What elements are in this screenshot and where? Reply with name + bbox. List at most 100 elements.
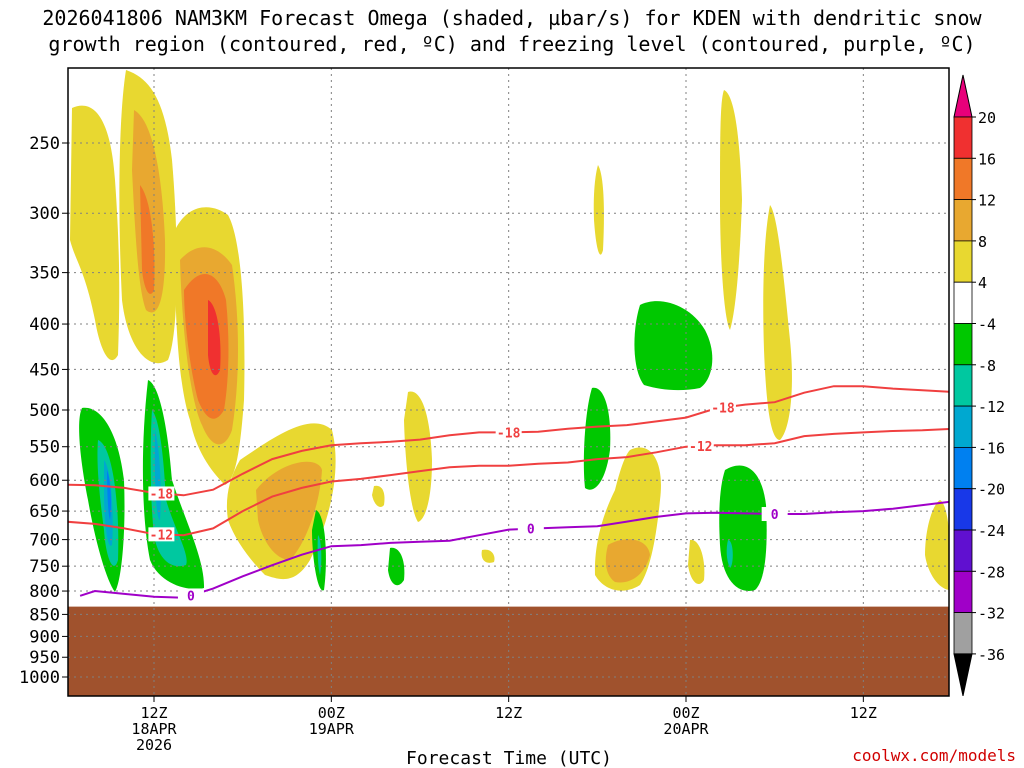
x-tick-label: 19APR <box>309 720 355 738</box>
colorbar-over-triangle <box>953 74 973 118</box>
colorbar-label: 4 <box>978 274 987 292</box>
contour-label-bg <box>148 527 175 542</box>
y-axis: 2503003504004505005506006507007508008509… <box>19 134 68 688</box>
omega-red-region <box>208 300 221 376</box>
y-tick-label: 950 <box>29 648 60 668</box>
x-tick-label: 18APR <box>131 720 177 738</box>
y-tick-label: 500 <box>29 401 60 421</box>
x-axis-label: Forecast Time (UTC) <box>406 748 612 768</box>
omega-teal-region <box>150 410 187 567</box>
colorbar-label: -28 <box>978 563 1005 581</box>
colorbar-under-triangle <box>953 653 973 697</box>
contour-label: 0 <box>527 523 535 538</box>
x-tick-label: 12Z <box>495 704 522 722</box>
colorbar-label: 20 <box>978 109 996 127</box>
contour-line--12C <box>68 427 949 537</box>
y-tick-label: 600 <box>29 471 60 491</box>
y-tick-label: 750 <box>29 557 60 577</box>
y-tick-label: 900 <box>29 627 60 647</box>
contour-label: -18 <box>150 487 174 502</box>
omega-orange-region <box>140 185 155 294</box>
omega-yellow-region <box>404 391 432 522</box>
y-tick-label: 850 <box>29 605 60 625</box>
contour-label: -12 <box>689 440 712 455</box>
omega-green-region <box>388 547 405 586</box>
y-tick-label: 1000 <box>19 668 60 688</box>
colorbar-band <box>953 570 973 613</box>
colorbar-label: -4 <box>978 316 996 334</box>
colorbar-label: -32 <box>978 605 1005 623</box>
contour-line-0C <box>79 500 949 599</box>
contour-label-bg <box>517 521 544 536</box>
colorbar-band <box>953 612 973 655</box>
colorbar-band <box>953 116 973 159</box>
x-tick-label: 00Z <box>672 704 699 722</box>
omega-yellow-region <box>688 539 705 585</box>
y-tick-label: 450 <box>29 360 60 380</box>
contour-label: -18 <box>497 426 521 441</box>
colorbar-band <box>953 488 973 531</box>
omega-yellow-region <box>481 549 495 563</box>
colorbar-label: 16 <box>978 150 996 168</box>
colorbar-label: -16 <box>978 439 1005 457</box>
omega-yellow-region <box>763 205 792 440</box>
contour-label: -18 <box>711 401 735 416</box>
colorbar-label: -24 <box>978 522 1005 540</box>
omega-orange-region <box>184 273 229 419</box>
y-tick-label: 300 <box>29 204 60 224</box>
chart-title-line-1: 2026041806 NAM3KM Forecast Omega (shaded… <box>42 6 982 30</box>
omega-green-region <box>634 301 713 391</box>
x-tick-label: 12Z <box>140 704 167 722</box>
colorbar-band <box>953 405 973 448</box>
contour-labels: -18 -18 -18 -12 -12 0 0 0 <box>148 400 788 604</box>
omega-shading <box>70 70 949 592</box>
colorbar-band <box>953 199 973 242</box>
contour-label: 0 <box>187 589 195 604</box>
colorbar-band <box>953 240 973 283</box>
grid <box>68 68 949 696</box>
omega-yellow-region <box>925 500 949 590</box>
colorbar-label: 8 <box>978 233 987 251</box>
contour-label-bg <box>495 425 522 440</box>
contour-label-bg <box>148 486 175 501</box>
colorbar-label: 12 <box>978 192 996 210</box>
contour-label-bg <box>177 588 204 603</box>
colorbar-label: -36 <box>978 646 1005 664</box>
omega-green-region <box>719 465 767 591</box>
colorbar-band <box>953 281 973 324</box>
x-tick-label: 2026 <box>136 736 172 754</box>
y-tick-label: 250 <box>29 134 60 154</box>
y-tick-label: 800 <box>29 582 60 602</box>
colorbar-band <box>953 157 973 201</box>
omega-blue-region <box>107 470 111 520</box>
omega-yellow-region <box>372 485 385 507</box>
y-tick-label: 400 <box>29 315 60 335</box>
contour-label: 0 <box>771 508 779 523</box>
colorbar-label: -12 <box>978 398 1005 416</box>
chart-title-line-2: growth region (contoured, red, ºC) and f… <box>48 32 976 56</box>
x-tick-label: 20APR <box>663 720 709 738</box>
omega-yellow-region <box>593 165 604 255</box>
omega-teal-region <box>317 535 322 575</box>
colorbar-band <box>953 446 973 490</box>
y-tick-label: 550 <box>29 438 60 458</box>
colorbar-label: -20 <box>978 481 1005 499</box>
colorbar-band <box>953 364 973 407</box>
y-tick-label: 350 <box>29 264 60 284</box>
contour-label-bg <box>687 439 714 454</box>
y-tick-label: 650 <box>29 502 60 522</box>
omega-green-region <box>583 387 611 490</box>
omega-teal-region <box>726 540 733 568</box>
colorbar-band <box>953 323 973 366</box>
contour-label-bg <box>709 400 736 415</box>
colorbar-band <box>953 529 973 572</box>
contour-label-bg <box>761 507 788 522</box>
y-tick-label: 700 <box>29 531 60 551</box>
contour-label: -12 <box>150 528 173 543</box>
omega-yellow-region <box>720 90 742 330</box>
credit-text: coolwx.com/models <box>852 746 1016 765</box>
colorbar: 20 16 12 8 4 -4 -8 -12 -16 -20 -24 -28 -32 -36 <box>953 74 1005 697</box>
colorbar-label: -8 <box>978 357 996 375</box>
